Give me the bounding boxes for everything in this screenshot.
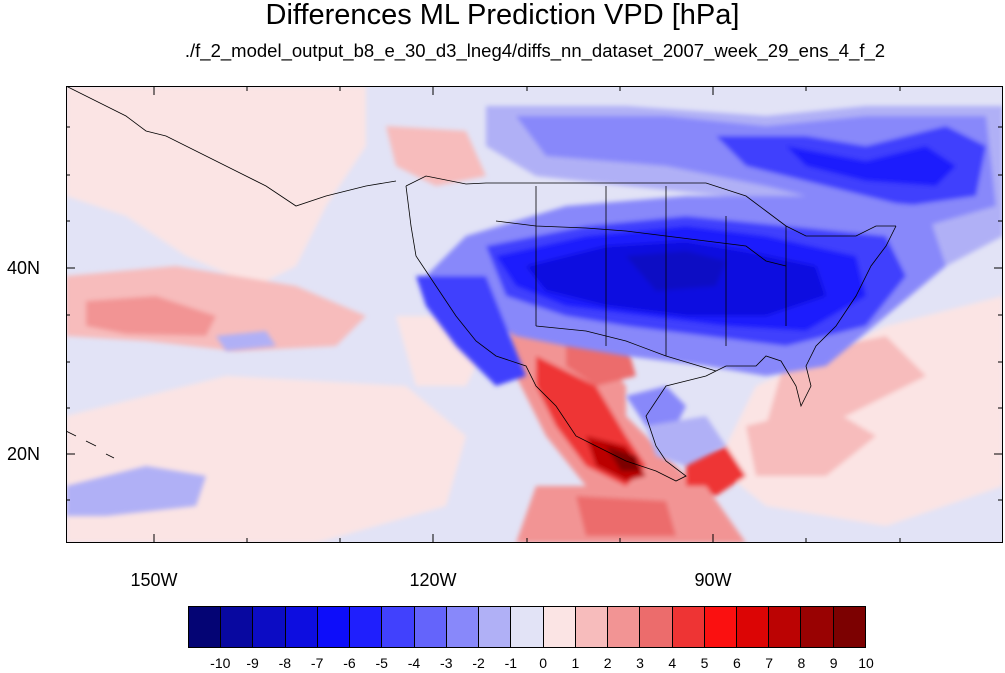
colorbar-label: -1 xyxy=(504,655,518,671)
colorbar-box xyxy=(253,607,286,647)
map-title: Differences ML Prediction VPD [hPa] xyxy=(265,0,740,31)
colorbar-box xyxy=(704,607,737,647)
colorbar-box xyxy=(317,607,351,647)
colorbar-label: 2 xyxy=(603,655,612,671)
colorbar-label: 4 xyxy=(668,655,677,671)
colorbar-box xyxy=(640,607,673,647)
colorbar-label: 5 xyxy=(700,655,709,671)
colorbar xyxy=(188,606,866,648)
colorbar-label: 9 xyxy=(829,655,838,671)
colorbar-box xyxy=(382,607,415,647)
colorbar-box xyxy=(189,607,222,647)
colorbar-box xyxy=(446,607,480,647)
colorbar-label: -5 xyxy=(375,655,388,671)
colorbar-box xyxy=(543,607,576,647)
colorbar-box xyxy=(221,607,254,647)
vpd-field xyxy=(66,86,1003,543)
colorbar-label: -3 xyxy=(440,655,453,671)
colorbar-box xyxy=(285,607,318,647)
colorbar-box xyxy=(414,607,447,647)
colorbar-box xyxy=(575,607,609,647)
colorbar-box xyxy=(769,607,802,647)
colorbar-box xyxy=(511,607,544,647)
colorbar-label: -10 xyxy=(210,655,231,671)
colorbar-labels: -10 -9 -8 -7 -6 -5 -4 -3 -2 -1 0 1 2 3 4 5 6 7 8 9 10 xyxy=(0,655,1005,673)
colorbar-label: 3 xyxy=(636,655,644,671)
lon-label-120w: 120W xyxy=(409,570,457,590)
negative-anomalies xyxy=(66,106,1003,516)
lon-label-90w: 90W xyxy=(694,570,732,590)
colorbar-box xyxy=(833,607,865,647)
colorbar-box xyxy=(479,607,512,647)
lat-label-40n: 40N xyxy=(6,258,40,278)
map-panel xyxy=(66,86,1003,543)
colorbar-box xyxy=(608,607,641,647)
map-subtitle: ./f_2_model_output_b8_e_30_d3_lneg4/diff… xyxy=(184,40,886,61)
colorbar-label: 0 xyxy=(539,655,548,671)
colorbar-label: 6 xyxy=(732,655,741,671)
colorbar-label: -6 xyxy=(343,655,356,671)
colorbar-label: -2 xyxy=(472,655,485,671)
coastlines xyxy=(66,86,897,482)
colorbar-label: 1 xyxy=(571,655,580,671)
colorbar-label: 10 xyxy=(858,655,874,671)
colorbar-label: -4 xyxy=(407,655,421,671)
colorbar-label: 7 xyxy=(765,655,774,671)
colorbar-label: -9 xyxy=(246,655,259,671)
colorbar-box xyxy=(672,607,705,647)
colorbar-box xyxy=(801,607,834,647)
lat-label-20n: 20N xyxy=(6,444,40,464)
colorbar-label: 8 xyxy=(797,655,806,671)
colorbar-label: -7 xyxy=(310,655,324,671)
colorbar-box xyxy=(736,607,770,647)
colorbar-label: -8 xyxy=(278,655,292,671)
colorbar-box xyxy=(350,607,383,647)
lon-label-150w: 150W xyxy=(130,570,178,590)
